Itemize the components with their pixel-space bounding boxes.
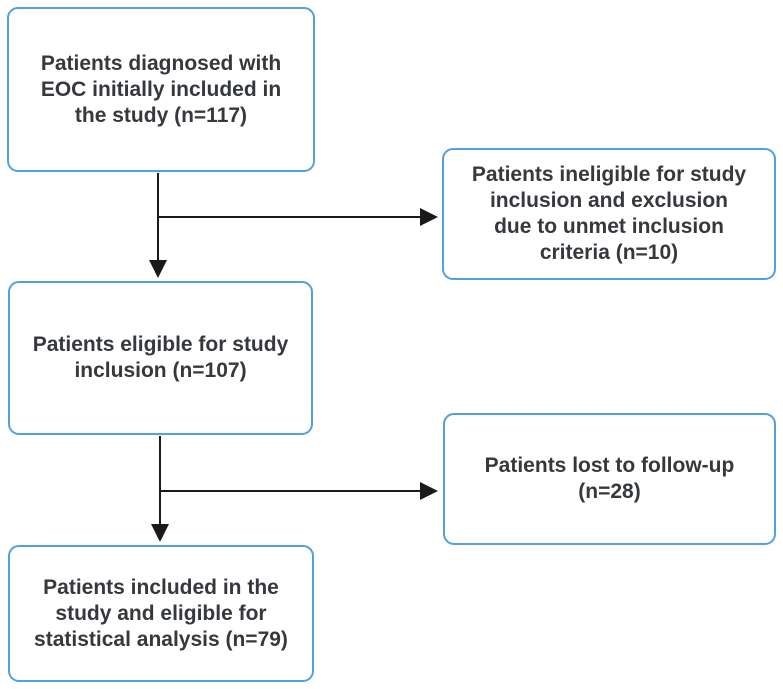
flow-box-lost-followup: Patients lost to follow-up (n=28)	[443, 413, 776, 545]
flow-box-ineligible-patients: Patients ineligible for study inclusion …	[442, 148, 776, 280]
flow-box-eligible-patients-label: Patients eligible for study inclusion (n…	[32, 333, 289, 382]
flow-box-final-analysis-label: Patients included in the study and eligi…	[34, 575, 288, 651]
arrow-branch-to-lost-head	[420, 482, 438, 500]
flow-box-initial-patients: Patients diagnosed with EOC initially in…	[7, 7, 315, 172]
arrow-branch-to-ineligible-head	[420, 208, 438, 226]
flow-box-final-analysis: Patients included in the study and eligi…	[8, 545, 314, 682]
flow-box-eligible-patients: Patients eligible for study inclusion (n…	[8, 281, 313, 435]
flow-box-initial-patients-label: Patients diagnosed with EOC initially in…	[40, 51, 282, 127]
flow-box-lost-followup-label: Patients lost to follow-up (n=28)	[484, 454, 735, 503]
flow-box-ineligible-patients-label: Patients ineligible for study inclusion …	[471, 163, 747, 264]
arrow-initial-to-eligible-head	[149, 260, 167, 278]
arrow-eligible-to-final-head	[151, 524, 169, 542]
